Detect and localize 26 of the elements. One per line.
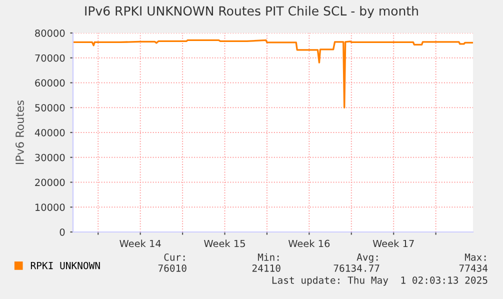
y-tick-label: 20000 xyxy=(35,178,65,186)
chart-title: IPv6 RPKI UNKNOWN Routes PIT Chile SCL - by month xyxy=(85,6,418,18)
x-tick-label: Week 16 xyxy=(288,240,330,248)
x-tick-label: Week 15 xyxy=(204,240,245,248)
text: 24110 xyxy=(252,264,280,272)
y-tick-label: 10000 xyxy=(36,204,65,211)
text: 77434 xyxy=(459,264,488,272)
x-tick-label: Week 17 xyxy=(372,240,414,248)
x-tick-label: Week 14 xyxy=(120,240,161,248)
y-tick-label: 70000 xyxy=(35,54,65,62)
y-tick-label: 60000 xyxy=(35,79,65,87)
text: Cur: xyxy=(164,253,185,261)
text: Avg: xyxy=(356,254,378,263)
legend-label: RPKI UNKNOWN xyxy=(30,262,100,270)
text: Min: xyxy=(258,253,279,261)
y-tick-label: 50000 xyxy=(35,104,65,112)
text: Max: xyxy=(464,254,486,261)
text: 76134.77 xyxy=(334,264,380,272)
text: 76010 xyxy=(158,264,186,272)
text: Last update: Thu May 1 02:03:13 2025 xyxy=(272,276,488,286)
y-tick-label: 80000 xyxy=(35,29,65,37)
y-axis-title: IPv6 Routes xyxy=(16,100,24,164)
y-tick-label: 0 xyxy=(60,228,65,236)
y-tick-label: 40000 xyxy=(34,128,65,136)
line-series xyxy=(73,39,473,108)
y-tick-label: 30000 xyxy=(35,154,65,162)
